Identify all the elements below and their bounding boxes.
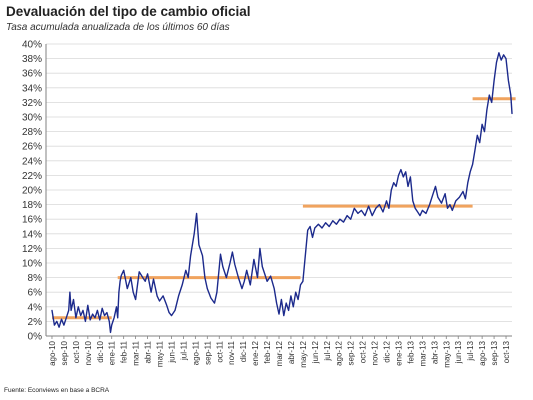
y-tick-label: 10% xyxy=(22,259,42,270)
x-tick-label: nov-10 xyxy=(84,340,93,365)
data-series xyxy=(51,52,516,334)
x-tick-label: sep-11 xyxy=(203,340,212,364)
y-tick-label: 20% xyxy=(22,186,42,197)
x-tick-label: jul-13 xyxy=(466,340,475,361)
y-tick-label: 34% xyxy=(22,83,42,94)
devaluation-line xyxy=(51,52,513,334)
y-tick-label: 24% xyxy=(22,156,42,167)
x-tick-label: sep-12 xyxy=(347,340,356,365)
x-tick-label: oct-11 xyxy=(215,340,224,362)
y-tick-label: 8% xyxy=(28,273,43,284)
x-tick-label: ago-13 xyxy=(478,340,487,365)
x-tick-label: ene-13 xyxy=(394,340,403,365)
x-tick-label: feb-13 xyxy=(406,340,415,363)
x-tick-label: dic-12 xyxy=(383,340,392,362)
y-tick-label: 28% xyxy=(22,127,42,138)
x-tick-label: ago-11 xyxy=(191,340,200,365)
y-tick-label: 30% xyxy=(22,113,42,124)
y-tick-label: 14% xyxy=(22,229,42,240)
x-tick-label: ago-10 xyxy=(48,340,57,365)
x-tick-label: ene-11 xyxy=(108,340,117,365)
y-tick-label: 32% xyxy=(22,98,42,109)
x-tick-label: dic-11 xyxy=(239,340,248,362)
y-tick-label: 16% xyxy=(22,215,42,226)
x-tick-label: feb-11 xyxy=(120,340,129,363)
chart-title: Devaluación del tipo de cambio oficial xyxy=(6,4,251,19)
x-tick-label: abr-13 xyxy=(430,340,439,364)
y-tick-label: 36% xyxy=(22,69,42,80)
x-tick-label: jul-12 xyxy=(323,340,332,361)
x-tick-label: ene-12 xyxy=(251,340,260,365)
x-tick-label: oct-12 xyxy=(359,340,368,363)
y-tick-label: 2% xyxy=(28,317,43,328)
x-tick-label: may-12 xyxy=(299,340,308,367)
x-tick-label: sep-10 xyxy=(60,340,69,365)
y-tick-label: 6% xyxy=(28,288,43,299)
x-tick-label: mar-11 xyxy=(132,340,141,365)
x-tick-label: ago-12 xyxy=(335,340,344,365)
y-tick-label: 4% xyxy=(28,302,43,313)
x-tick-label: nov-12 xyxy=(371,340,380,365)
x-tick-label: oct-10 xyxy=(72,340,81,363)
x-tick-label: jun-11 xyxy=(167,340,176,363)
x-tick-label: dic-10 xyxy=(96,340,105,362)
x-tick-label: jun-12 xyxy=(311,340,320,364)
x-tick-label: mar-12 xyxy=(275,340,284,366)
x-tick-label: may-11 xyxy=(156,340,165,367)
x-tick-label: oct-13 xyxy=(502,340,511,363)
x-tick-label: sep-13 xyxy=(490,340,499,365)
y-tick-label: 12% xyxy=(22,244,42,255)
x-tick-label: jun-13 xyxy=(454,340,463,364)
x-tick-label: abr-12 xyxy=(287,340,296,364)
y-axis: 0% 2% 4% 6% 8% 10% 12% 14% 16% 18% 20% 22% 24% 26% 28%… xyxy=(22,40,42,343)
x-tick-label: jul-11 xyxy=(179,340,188,361)
y-tick-label: 38% xyxy=(22,54,42,65)
y-tick-label: 22% xyxy=(22,171,42,182)
y-tick-label: 18% xyxy=(22,200,42,211)
x-tick-label: feb-12 xyxy=(263,340,272,363)
grid-lines xyxy=(46,43,512,322)
y-tick-label: 40% xyxy=(22,40,42,51)
chart-source: Fuente: Econviews en base a BCRA xyxy=(4,387,110,394)
x-tick-label: abr-11 xyxy=(144,340,153,363)
x-tick-label: may-13 xyxy=(442,340,451,367)
x-tick-label: nov-11 xyxy=(227,340,236,364)
x-tick-label: mar-13 xyxy=(418,340,427,366)
y-tick-label: 26% xyxy=(22,142,42,153)
y-tick-label: 0% xyxy=(28,332,43,343)
chart-subtitle: Tasa acumulada anualizada de los últimos… xyxy=(6,22,230,33)
x-axis: ago-10 sep-10 oct-10 nov-10 dic-10 ene-11 feb-… xyxy=(48,336,511,368)
